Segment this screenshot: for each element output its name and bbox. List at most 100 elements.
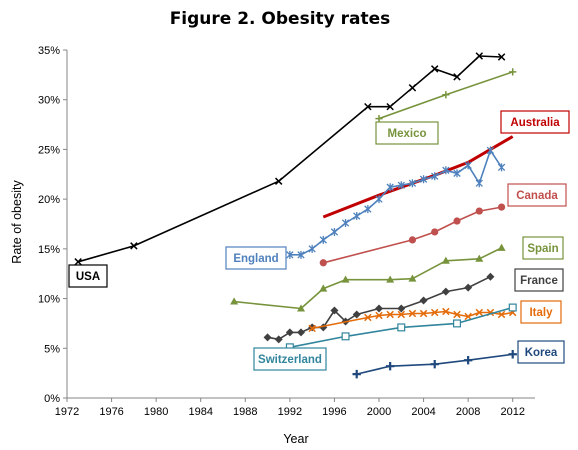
y-tick-label: 20% — [38, 194, 60, 206]
data-point — [386, 310, 394, 319]
data-point — [297, 250, 305, 259]
data-point — [442, 166, 450, 175]
data-point — [475, 179, 483, 188]
label-box — [253, 347, 327, 371]
data-point — [397, 304, 406, 313]
data-point — [497, 243, 506, 251]
y-tick-label: 30% — [38, 95, 60, 107]
data-point — [486, 146, 495, 155]
label-text: Switzerland — [258, 354, 322, 366]
data-point — [508, 303, 517, 312]
data-point — [453, 310, 461, 319]
data-point — [419, 309, 428, 318]
data-point — [297, 328, 305, 337]
data-point — [330, 227, 339, 236]
y-axis-title: Rate of obesity — [10, 180, 24, 264]
data-point — [353, 212, 361, 221]
data-point — [431, 228, 439, 236]
label-text: USA — [76, 271, 100, 283]
series-mexico — [375, 68, 517, 123]
data-point — [386, 183, 394, 192]
label-text: Spain — [527, 243, 558, 255]
data-point — [364, 102, 372, 111]
data-point — [263, 333, 272, 342]
data-point — [397, 323, 406, 332]
label-text: Australia — [510, 117, 560, 129]
label-box — [520, 300, 562, 324]
label-text: Italy — [529, 307, 553, 319]
data-point — [230, 297, 239, 305]
data-point — [508, 350, 517, 359]
chart-title: Figure 2. Obesity rates — [170, 9, 391, 29]
x-tick-label: 1980 — [144, 406, 168, 418]
data-point — [441, 287, 450, 296]
data-point — [464, 312, 472, 321]
data-point — [464, 283, 473, 292]
label-text: England — [233, 253, 278, 265]
data-point — [286, 250, 294, 259]
data-point — [441, 256, 450, 264]
data-point — [285, 328, 294, 337]
data-point — [375, 195, 383, 204]
data-point — [419, 296, 428, 305]
data-point — [431, 172, 439, 181]
y-tick-label: 15% — [38, 244, 60, 256]
series-italy — [308, 307, 517, 333]
data-point — [408, 84, 417, 92]
label-box — [507, 183, 567, 207]
data-point — [453, 319, 462, 328]
data-point — [330, 306, 339, 315]
label-box — [522, 236, 564, 260]
series-korea — [352, 350, 517, 379]
data-point — [430, 308, 439, 317]
data-point — [308, 244, 316, 253]
data-point — [497, 163, 506, 172]
label-box — [517, 340, 565, 364]
data-point — [364, 205, 372, 214]
data-point — [352, 369, 361, 379]
data-point — [397, 310, 406, 319]
data-point — [319, 284, 328, 292]
data-point — [341, 332, 350, 341]
label-text: France — [520, 275, 558, 287]
data-point — [274, 177, 283, 185]
data-point — [341, 275, 350, 283]
data-point — [453, 73, 461, 81]
data-point — [497, 310, 506, 319]
series-label-spain: Spain — [522, 236, 564, 260]
y-tick-label: 35% — [38, 45, 60, 57]
data-point — [475, 52, 484, 60]
series-label-australia: Australia — [500, 110, 570, 134]
data-point — [430, 359, 439, 369]
data-point — [475, 207, 483, 215]
data-point — [408, 179, 417, 188]
label-box — [225, 246, 287, 270]
series-label-france: France — [514, 268, 564, 292]
data-point — [74, 258, 82, 266]
data-point — [442, 307, 450, 316]
series-label-canada: Canada — [507, 183, 567, 207]
x-tick-label: 2004 — [411, 406, 435, 418]
data-point — [308, 324, 316, 333]
data-point — [475, 308, 484, 317]
data-point — [408, 274, 417, 282]
data-point — [352, 310, 361, 319]
y-tick-label: 10% — [38, 294, 60, 306]
series-label-england: England — [225, 246, 287, 270]
x-tick-label: 1976 — [99, 406, 123, 418]
series-switzerland — [285, 303, 517, 352]
data-point — [397, 181, 405, 190]
label-box — [68, 264, 108, 288]
x-tick-label: 2008 — [456, 406, 480, 418]
data-point — [509, 68, 517, 76]
label-box — [375, 121, 439, 145]
data-point — [419, 175, 428, 184]
data-point — [475, 254, 484, 262]
data-point — [386, 102, 394, 111]
data-point — [319, 259, 327, 267]
data-point — [463, 356, 473, 365]
data-point — [319, 235, 327, 244]
x-axis-title: Year — [283, 432, 308, 446]
series-line-australia — [322, 135, 514, 219]
